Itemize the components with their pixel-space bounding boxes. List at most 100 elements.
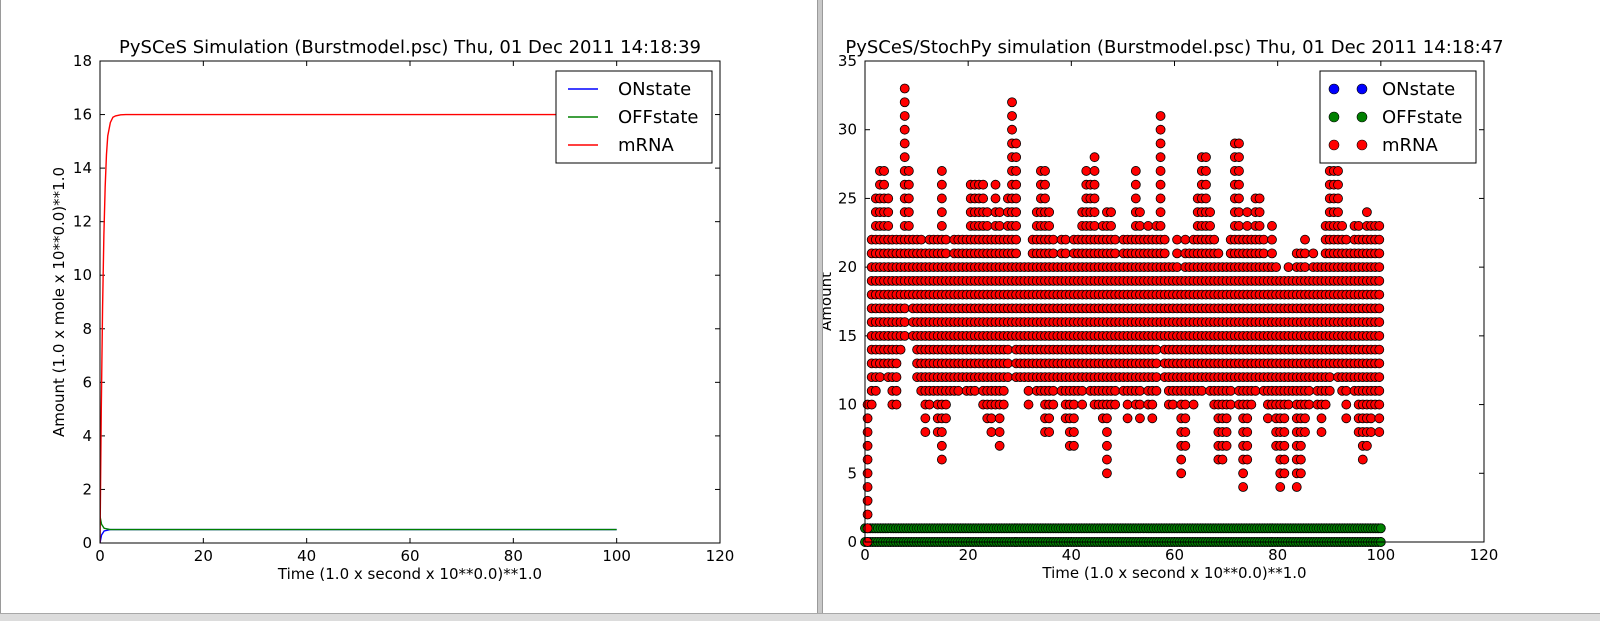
y-tick-label: 18 (73, 52, 92, 70)
scatter-point (1180, 234, 1191, 245)
scatter-point (1374, 413, 1385, 424)
y-axis-label: Amount (823, 272, 835, 331)
scatter-point (1258, 234, 1269, 245)
x-tick-label: 20 (194, 547, 213, 565)
scatter-point (866, 399, 877, 410)
scatter-point (1201, 179, 1211, 190)
scatter-point (1122, 413, 1133, 424)
scatter-point (1048, 385, 1059, 396)
legend-marker-swatch (1356, 83, 1368, 95)
scatter-point (1176, 468, 1187, 479)
scatter-point (875, 372, 885, 382)
scatter-point (1089, 221, 1100, 231)
scatter-point (1155, 221, 1166, 231)
plot-frame (864, 60, 1485, 543)
left-plot-window: PySCeS Simulation (Burstmodel.psc) Thu, … (0, 0, 818, 621)
x-axis-label: Time (1.0 x second x 10**0.0)**1.0 (277, 565, 542, 583)
scatter-point (899, 138, 910, 149)
scatter-point (1069, 413, 1079, 424)
scatter-point (1102, 413, 1112, 424)
scatter-point (1002, 344, 1013, 355)
scatter-point (895, 344, 906, 355)
scatter-point (1011, 234, 1022, 245)
scatter-point (1374, 385, 1385, 396)
window-statusbar (0, 613, 1600, 621)
legend-label: ONstate (618, 79, 691, 100)
scatter-series-mrna (862, 83, 1385, 547)
x-tick-label: 40 (297, 547, 316, 565)
scatter-point (1180, 427, 1191, 437)
y-tick-label: 0 (847, 533, 857, 551)
scatter-point (978, 179, 989, 190)
plot-area (860, 83, 1386, 547)
x-tick-label: 0 (860, 546, 870, 564)
legend-label: mRNA (618, 135, 675, 156)
scatter-point (891, 399, 902, 410)
scatter-point (1155, 166, 1166, 176)
legend-marker-swatch (1356, 111, 1368, 123)
scatter-point (1077, 399, 1088, 410)
scatter-point (1366, 413, 1376, 424)
legend-item-mrna: mRNA (568, 135, 675, 156)
scatter-point (1048, 399, 1059, 410)
scatter-point (936, 166, 947, 176)
scatter-point (1333, 166, 1343, 176)
legend-item-offstate: OFFstate (1328, 107, 1462, 128)
scatter-point (1279, 427, 1290, 437)
legend-marker-swatch (1356, 139, 1368, 151)
scatter-point (1341, 399, 1352, 410)
scatter-point (1242, 440, 1253, 451)
x-tick-label: 20 (959, 546, 978, 564)
scatter-point (1246, 399, 1257, 410)
scatter-point (1110, 248, 1121, 259)
window-divider[interactable] (818, 0, 822, 621)
y-tick-label: 30 (838, 121, 857, 139)
scatter-point (924, 399, 935, 410)
scatter-point (1242, 221, 1253, 231)
scatter-point (1155, 207, 1166, 218)
scatter-point (1316, 427, 1327, 437)
scatter-point (978, 193, 989, 204)
scatter-point (1258, 248, 1269, 259)
scatter-point (990, 193, 1001, 204)
y-tick-label: 25 (838, 189, 857, 207)
scatter-point (936, 427, 947, 437)
scatter-point (1135, 385, 1145, 396)
scatter-point (1267, 248, 1277, 259)
scatter-point (899, 111, 910, 121)
scatter-point (899, 124, 910, 135)
scatter-point (1180, 399, 1191, 410)
scatter-point (1300, 427, 1310, 437)
scatter-point (1011, 138, 1022, 149)
scatter-point (903, 179, 914, 190)
scatter-point (1044, 221, 1055, 231)
scatter-point (1279, 468, 1290, 479)
scatter-point (1324, 372, 1335, 382)
scatter-point (899, 317, 910, 328)
scatter-point (899, 152, 910, 163)
y-axis-label: Amount (1.0 x mole x 10**0.0)**1.0 (50, 167, 68, 437)
x-tick-label: 120 (1470, 546, 1499, 564)
scatter-point (903, 193, 914, 204)
scatter-point (1234, 193, 1244, 204)
scatter-point (862, 413, 873, 424)
scatter-point (1011, 152, 1022, 163)
series-line-offstate (100, 516, 617, 531)
scatter-point (1341, 385, 1352, 396)
scatter-point (1242, 207, 1253, 218)
scatter-point (903, 221, 914, 231)
scatter-point (1300, 234, 1310, 245)
scatter-series-offstate (860, 523, 1386, 547)
scatter-point (1151, 385, 1162, 396)
y-tick-label: 0 (82, 534, 92, 552)
scatter-point (1304, 385, 1315, 396)
scatter-point (1362, 207, 1372, 218)
scatter-point (1374, 234, 1385, 245)
scatter-point (1333, 207, 1343, 218)
scatter-point (1159, 248, 1170, 259)
legend-box (1319, 70, 1477, 164)
scatter-point (1069, 399, 1079, 410)
scatter-point (1283, 399, 1294, 410)
scatter-point (936, 454, 947, 465)
scatter-point (1374, 289, 1385, 300)
